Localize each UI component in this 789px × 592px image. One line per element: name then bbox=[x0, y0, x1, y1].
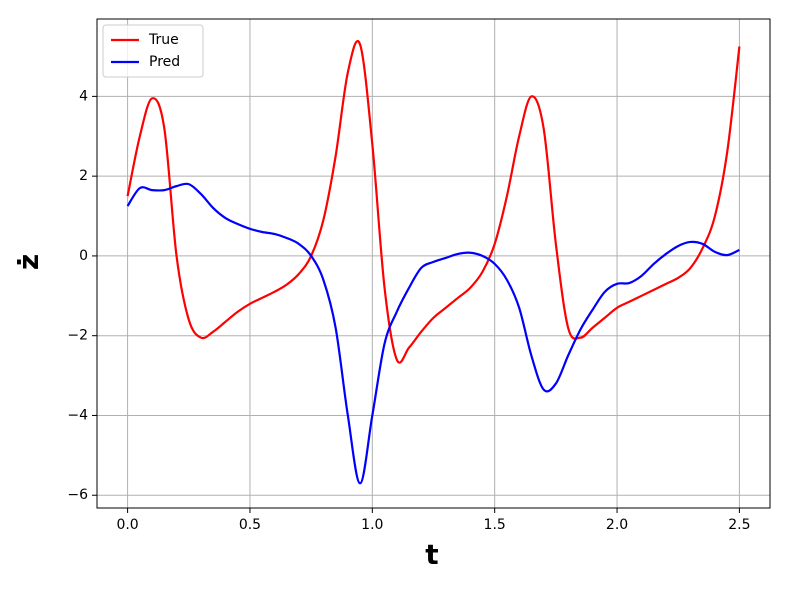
y-tick-label: −4 bbox=[67, 407, 88, 423]
y-tick-label: 4 bbox=[79, 88, 88, 104]
y-axis-label: ż bbox=[12, 254, 45, 270]
line-series bbox=[126, 182, 740, 485]
x-tick-label: 1.5 bbox=[484, 517, 506, 533]
legend: True Pred bbox=[102, 24, 204, 78]
x-axis-label: t bbox=[425, 538, 438, 571]
line-series bbox=[126, 40, 741, 364]
legend-box bbox=[102, 24, 204, 78]
plot-frame bbox=[96, 18, 771, 509]
y-tick-label: 2 bbox=[79, 168, 88, 184]
y-tick-label: 0 bbox=[79, 248, 88, 264]
x-tick-label: 0.0 bbox=[116, 517, 138, 533]
x-tick-label: 1.0 bbox=[361, 517, 383, 533]
legend-label: Pred bbox=[149, 54, 180, 70]
legend-label: True bbox=[148, 32, 179, 48]
x-tick-label: 2.0 bbox=[606, 517, 628, 533]
x-tick-label: 0.5 bbox=[239, 517, 261, 533]
y-tick-label: −2 bbox=[67, 328, 88, 344]
y-tick-label: −6 bbox=[67, 487, 88, 503]
x-tick-label: 2.5 bbox=[728, 517, 750, 533]
